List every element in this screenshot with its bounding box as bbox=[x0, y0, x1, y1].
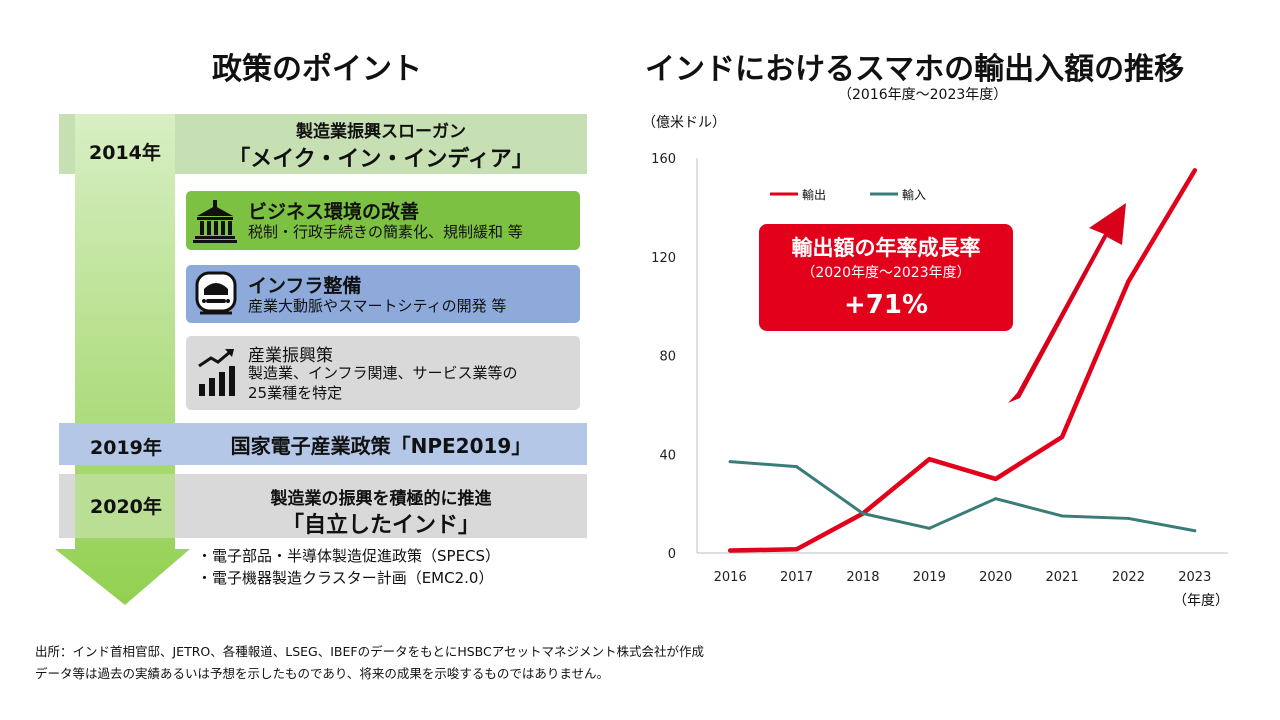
card-industry-promotion: 産業振興策 製造業、インフラ関連、サービス業等の 25業種を特定 bbox=[186, 336, 580, 410]
year-2014: 2014年 bbox=[89, 142, 161, 164]
x-tick-label: 2023 bbox=[1178, 570, 1211, 585]
data-point-import bbox=[994, 497, 998, 501]
band-2019-text: 国家電子産業政策「NPE2019」 bbox=[230, 434, 532, 458]
band-2019 bbox=[59, 423, 587, 465]
data-point-import bbox=[795, 465, 799, 469]
x-tick-label: 2016 bbox=[714, 570, 747, 585]
note-emc: ・電子機器製造クラスター計画（EMC2.0） bbox=[197, 569, 494, 587]
chart-title: インドにおけるスマホの輸出入額の推移 bbox=[645, 52, 1185, 87]
data-point-export bbox=[994, 477, 998, 481]
callout-title: 輸出額の年率成長率 bbox=[791, 236, 981, 260]
x-tick-label: 2018 bbox=[846, 570, 879, 585]
x-tick-label: 2019 bbox=[913, 570, 946, 585]
data-point-import bbox=[927, 526, 931, 530]
card-infrastructure: インフラ整備 産業大動脈やスマートシティの開発 等 bbox=[186, 265, 580, 323]
x-tick-label: 2021 bbox=[1046, 570, 1079, 585]
y-axis-unit: （億米ドル） bbox=[642, 115, 726, 131]
footer-source: 出所：インド首相官邸、JETRO、各種報道、LSEG、IBEFのデータをもとにH… bbox=[35, 644, 704, 659]
data-point-export bbox=[728, 549, 732, 553]
y-tick-label: 160 bbox=[651, 152, 676, 167]
data-point-export bbox=[1060, 435, 1064, 439]
band-2020-line2: 「自立したインド」 bbox=[281, 513, 480, 538]
government-building-icon bbox=[193, 200, 237, 243]
year-2020: 2020年 bbox=[90, 496, 162, 518]
card1-sub: 税制・行政手続きの簡素化、規制緩和 等 bbox=[248, 223, 523, 241]
legend-import-label: 輸入 bbox=[902, 188, 927, 202]
data-point-export bbox=[1193, 168, 1197, 172]
legend bbox=[770, 192, 898, 196]
growth-callout: 輸出額の年率成長率 （2020年度～2023年度） +71% bbox=[759, 224, 1013, 331]
data-point-export bbox=[927, 457, 931, 461]
arrow-overlay bbox=[75, 474, 175, 538]
chart-subtitle: （2016年度～2023年度） bbox=[838, 87, 1008, 103]
year-2019: 2019年 bbox=[90, 437, 162, 459]
trend-arrow bbox=[1008, 203, 1126, 403]
x-tick-label: 2017 bbox=[780, 570, 813, 585]
card3-sub2: 25業種を特定 bbox=[248, 384, 343, 402]
y-tick-label: 40 bbox=[659, 448, 676, 463]
y-tick-label: 80 bbox=[659, 350, 676, 365]
data-point-export bbox=[795, 547, 799, 551]
card3-sub1: 製造業、インフラ関連、サービス業等の bbox=[248, 364, 518, 382]
series-line-export bbox=[727, 168, 1198, 553]
data-point-import bbox=[1193, 529, 1197, 533]
left-title: 政策のポイント bbox=[212, 52, 422, 87]
card2-sub: 産業大動脈やスマートシティの開発 等 bbox=[248, 297, 507, 315]
note-specs: ・電子部品・半導体製造促進政策（SPECS） bbox=[197, 547, 501, 565]
callout-value: +71% bbox=[843, 290, 929, 320]
callout-period: （2020年度～2023年度） bbox=[801, 265, 971, 281]
band-2020-line1: 製造業の振興を積極的に推進 bbox=[270, 489, 492, 509]
growth-bars-icon bbox=[198, 349, 235, 396]
card1-heading: ビジネス環境の改善 bbox=[248, 201, 420, 223]
y-tick-label: 120 bbox=[651, 251, 676, 266]
band-2014-line1: 製造業振興スローガン bbox=[296, 122, 466, 142]
x-tick-label: 2020 bbox=[979, 570, 1012, 585]
x-axis-unit: （年度） bbox=[1173, 593, 1229, 609]
data-point-import bbox=[728, 460, 732, 464]
data-point-export bbox=[1126, 279, 1130, 283]
data-point-import bbox=[1126, 516, 1130, 520]
bullet-train-icon bbox=[195, 271, 237, 315]
legend-export-label: 輸出 bbox=[802, 188, 827, 202]
data-point-import bbox=[861, 512, 865, 515]
x-tick-label: 2022 bbox=[1112, 570, 1145, 585]
card3-heading: 産業振興策 bbox=[248, 346, 333, 366]
data-point-import bbox=[1060, 514, 1064, 518]
y-tick-label: 0 bbox=[668, 547, 676, 562]
card-business-environment: ビジネス環境の改善 税制・行政手続きの簡素化、規制緩和 等 bbox=[186, 191, 580, 250]
card2-heading: インフラ整備 bbox=[248, 275, 362, 297]
band-2014-line2: 「メイク・イン・インディア」 bbox=[228, 147, 534, 172]
footer-disclaimer: データ等は過去の実績あるいは予想を示したものであり、将来の成果を示唆するものでは… bbox=[35, 666, 610, 681]
series-line-import bbox=[728, 460, 1197, 533]
